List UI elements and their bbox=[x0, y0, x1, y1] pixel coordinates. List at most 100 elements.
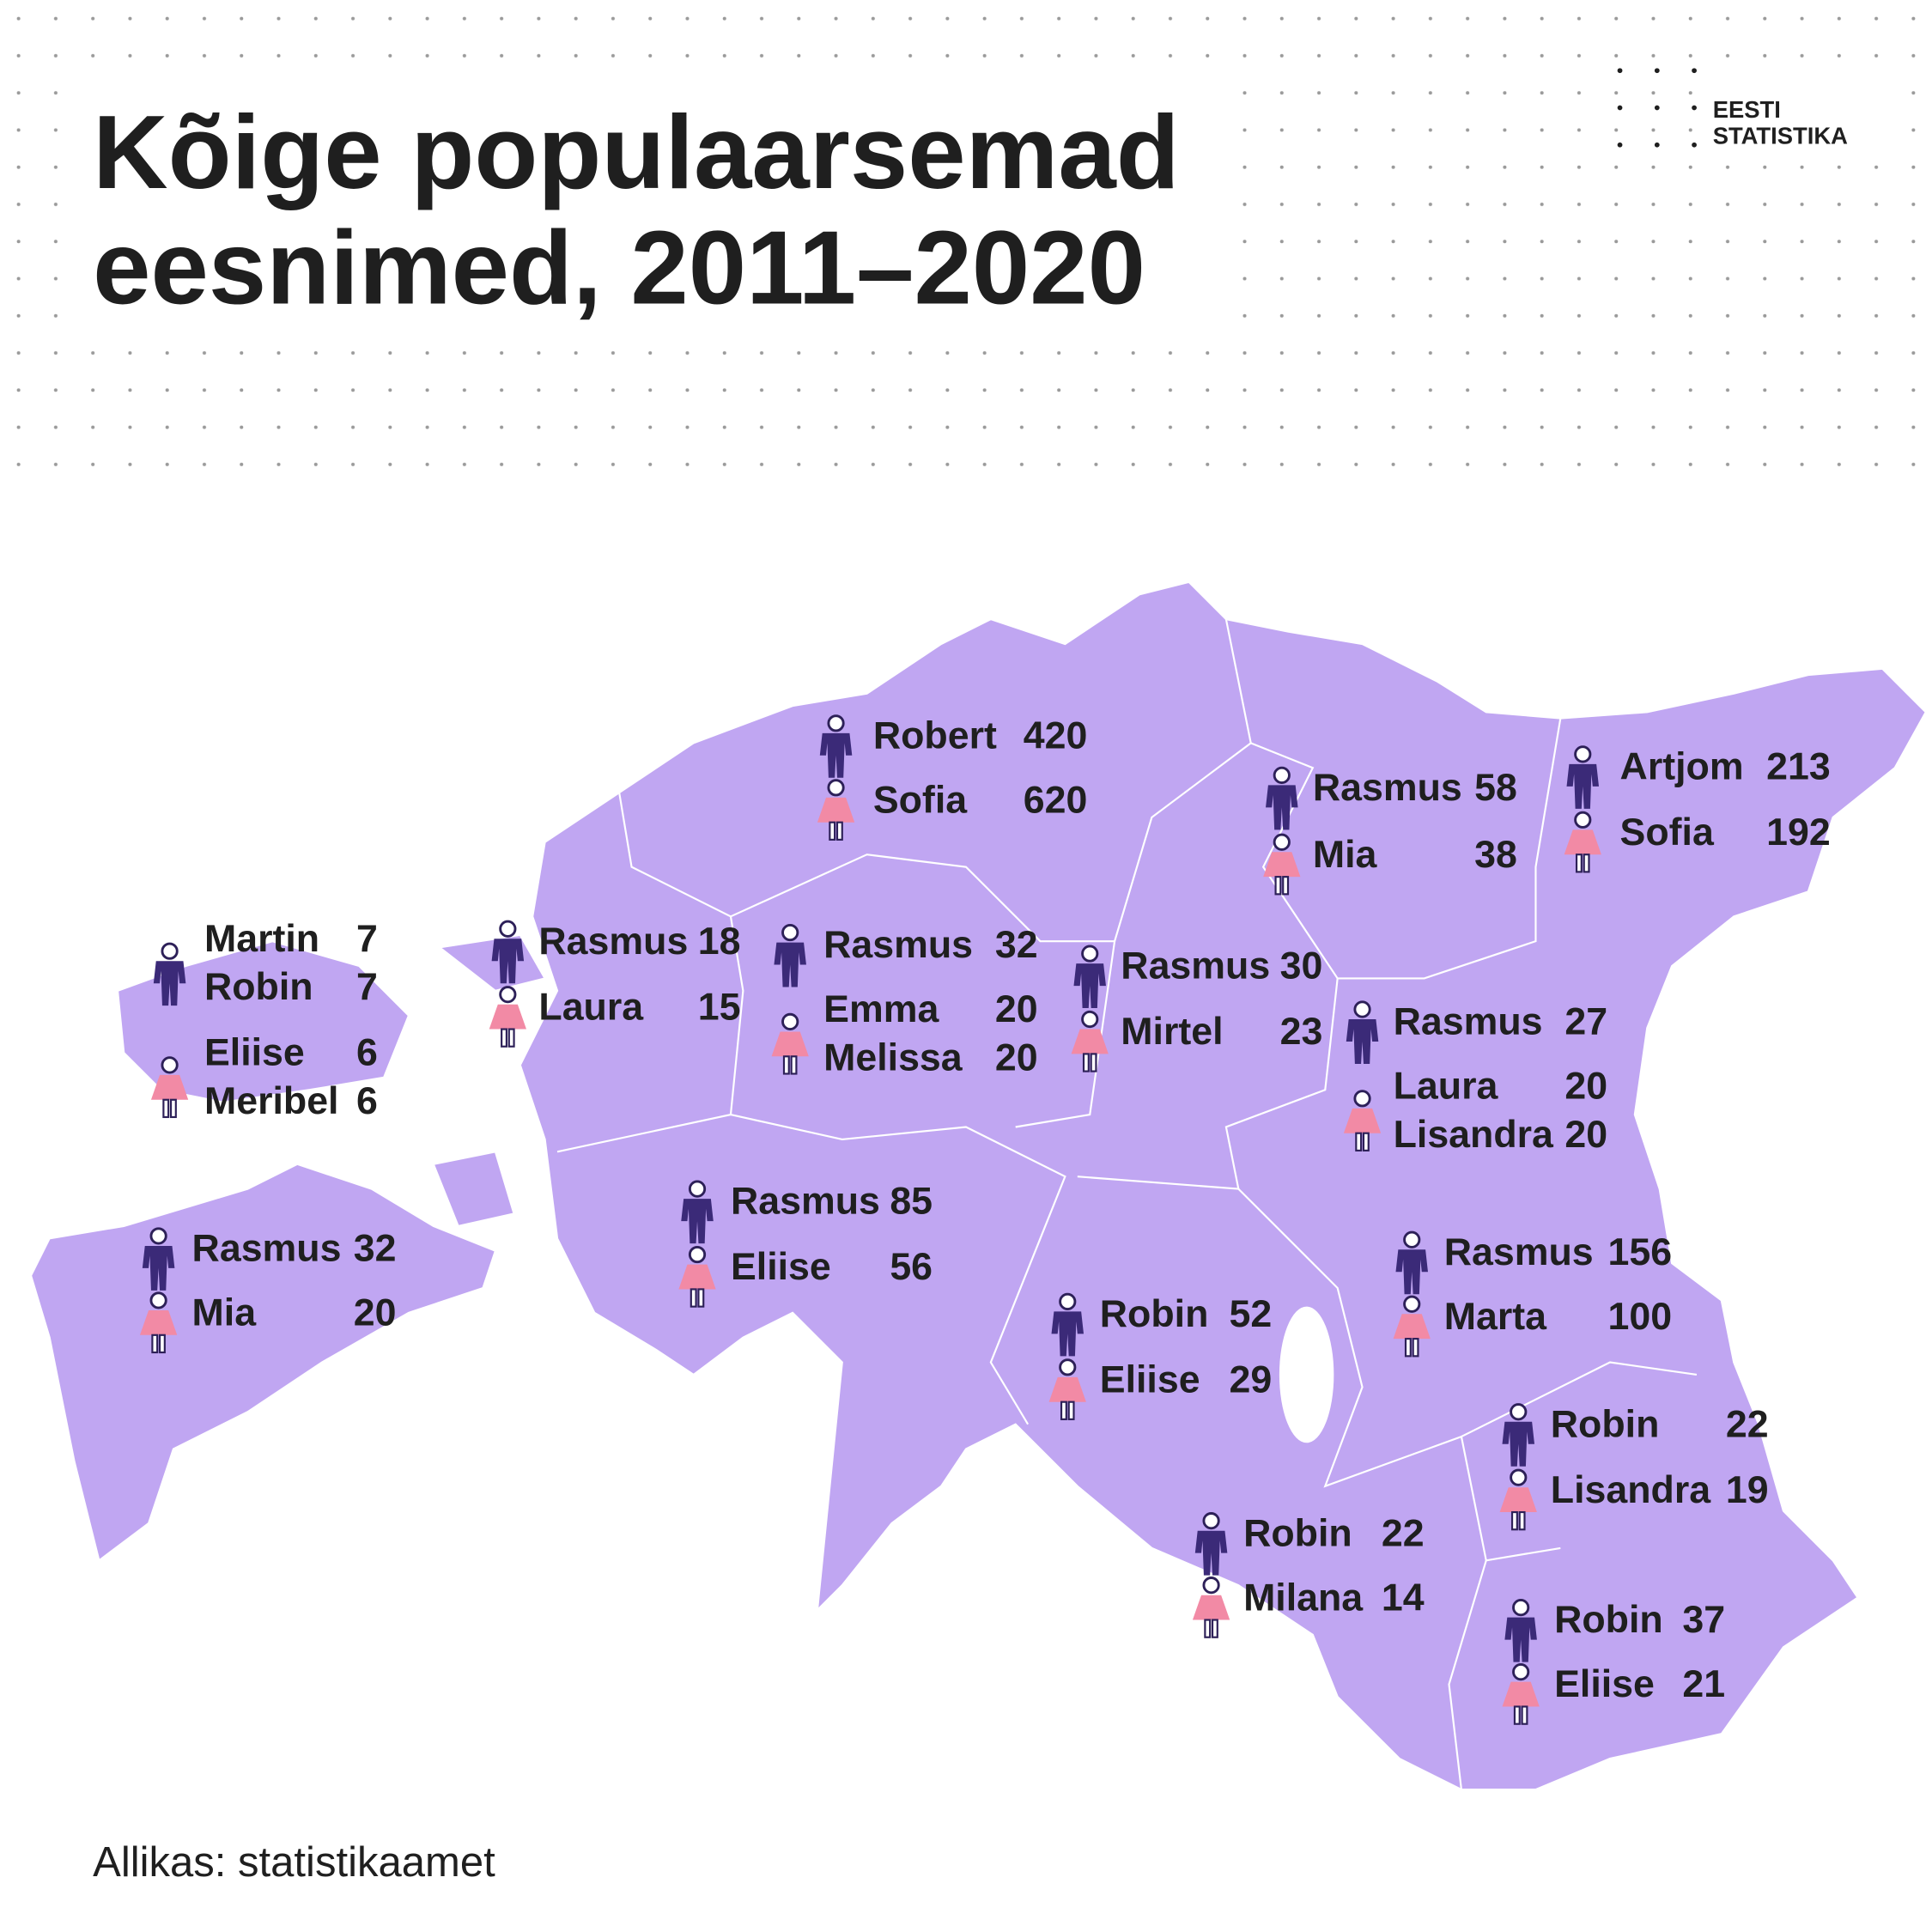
name: Milana bbox=[1243, 1577, 1364, 1619]
name: Sofia bbox=[873, 779, 968, 821]
region-label: Robin 22 Milana 14 bbox=[1191, 1512, 1425, 1639]
name: Laura bbox=[538, 986, 644, 1028]
count: 6 bbox=[356, 1032, 378, 1074]
count: 58 bbox=[1474, 767, 1517, 809]
region-label: Robin 22 Lisandra 19 bbox=[1498, 1403, 1769, 1531]
name: Rasmus bbox=[538, 920, 688, 963]
name: Rasmus bbox=[1121, 945, 1270, 987]
count: 7 bbox=[356, 918, 378, 960]
count: 56 bbox=[890, 1246, 933, 1288]
count: 213 bbox=[1766, 745, 1831, 787]
count: 19 bbox=[1726, 1469, 1769, 1511]
name: Melissa bbox=[823, 1036, 963, 1078]
region-label: Rasmus 32 Emma 20 Melissa 20 bbox=[770, 923, 1038, 1078]
region-label: Robin 37 Eliise 21 bbox=[1501, 1599, 1725, 1726]
count: 18 bbox=[698, 920, 741, 963]
region-label: Rasmus 156 Marta 100 bbox=[1392, 1230, 1673, 1358]
region-label: Rasmus 85 Eliise 56 bbox=[677, 1180, 933, 1309]
name: Robert bbox=[873, 714, 997, 756]
name: Sofia bbox=[1620, 811, 1715, 854]
name: Mirtel bbox=[1121, 1011, 1223, 1053]
name: Rasmus bbox=[823, 924, 973, 966]
count: 21 bbox=[1682, 1663, 1725, 1705]
region-label: Artjom 213 Sofia 192 bbox=[1563, 745, 1831, 873]
name: Martin bbox=[204, 918, 319, 960]
lake bbox=[1279, 1306, 1334, 1443]
title-backdrop bbox=[74, 86, 1214, 335]
title-line: eesnimed, 2011–2020 bbox=[93, 209, 1145, 325]
logo-backdrop bbox=[1696, 86, 1883, 161]
name: Mia bbox=[1313, 834, 1378, 876]
region-label: Rasmus 32 Mia 20 bbox=[138, 1227, 397, 1354]
count: 420 bbox=[1024, 714, 1088, 756]
count: 52 bbox=[1230, 1293, 1273, 1335]
logo-text: EESTI bbox=[1713, 96, 1781, 123]
county-borders bbox=[556, 618, 1698, 1790]
count: 14 bbox=[1382, 1577, 1425, 1619]
name: Rasmus bbox=[1313, 767, 1462, 809]
count: 85 bbox=[890, 1181, 933, 1223]
count: 20 bbox=[995, 1036, 1038, 1078]
count: 29 bbox=[1230, 1358, 1273, 1400]
vormsi bbox=[437, 933, 547, 993]
name: Lisandra bbox=[1551, 1469, 1711, 1511]
name: Eliise bbox=[731, 1246, 831, 1288]
girl-icon bbox=[1191, 1577, 1231, 1639]
region-label: Rasmus 18 Laura 15 bbox=[488, 920, 741, 1048]
name: Mia bbox=[192, 1292, 258, 1334]
logo-dots bbox=[1617, 68, 1697, 148]
count: 7 bbox=[356, 966, 378, 1008]
muhu bbox=[432, 1151, 515, 1228]
count: 192 bbox=[1766, 811, 1831, 854]
count: 20 bbox=[354, 1292, 397, 1334]
count: 620 bbox=[1024, 779, 1088, 821]
count: 22 bbox=[1382, 1512, 1425, 1554]
name: Meribel bbox=[204, 1080, 339, 1122]
name: Robin bbox=[1551, 1403, 1660, 1445]
name: Laura bbox=[1394, 1066, 1499, 1108]
name: Robin bbox=[1243, 1512, 1352, 1554]
count: 23 bbox=[1280, 1011, 1323, 1053]
name: Artjom bbox=[1620, 745, 1744, 787]
map-shapes bbox=[29, 580, 1928, 1791]
girl-icon bbox=[488, 986, 528, 1048]
count: 30 bbox=[1280, 945, 1323, 987]
title-line: Kõige populaarsemad bbox=[93, 94, 1180, 210]
name: Eliise bbox=[1100, 1358, 1200, 1400]
name: Eliise bbox=[1554, 1663, 1655, 1705]
name: Robin bbox=[1100, 1293, 1209, 1335]
name: Rasmus bbox=[1394, 1001, 1543, 1043]
name: Emma bbox=[823, 988, 939, 1030]
name: Rasmus bbox=[731, 1181, 880, 1223]
count: 20 bbox=[995, 988, 1038, 1030]
hiiumaa bbox=[116, 940, 410, 1103]
saaremaa bbox=[29, 1163, 497, 1563]
region-label: Martin 7 Robin 7 Eliise 6 Meribel 6 bbox=[149, 918, 378, 1122]
count: 20 bbox=[1564, 1114, 1607, 1156]
name: Robin bbox=[1554, 1599, 1663, 1641]
count: 32 bbox=[995, 924, 1038, 966]
name: Marta bbox=[1444, 1296, 1547, 1338]
count: 27 bbox=[1564, 1001, 1607, 1043]
mainland bbox=[519, 580, 1928, 1791]
name: Eliise bbox=[204, 1032, 305, 1074]
count: 15 bbox=[698, 986, 741, 1028]
count: 22 bbox=[1726, 1403, 1769, 1445]
name: Rasmus bbox=[1444, 1231, 1594, 1273]
count: 37 bbox=[1682, 1599, 1725, 1641]
count: 100 bbox=[1608, 1296, 1673, 1338]
count: 6 bbox=[356, 1080, 378, 1122]
count: 32 bbox=[354, 1228, 397, 1270]
source: Allikas: statistikaamet bbox=[93, 1839, 495, 1886]
name: Lisandra bbox=[1394, 1114, 1554, 1156]
count: 38 bbox=[1474, 834, 1517, 876]
name: Robin bbox=[204, 966, 313, 1008]
logo-text: STATISTIKA bbox=[1713, 122, 1848, 149]
region-label: Robin 52 Eliise 29 bbox=[1048, 1292, 1273, 1421]
region-label: Rasmus 58 Mia 38 bbox=[1261, 766, 1517, 896]
region-label: Robert 420 Sofia 620 bbox=[816, 714, 1088, 841]
region-label: Rasmus 30 Mirtel 23 bbox=[1070, 945, 1323, 1073]
